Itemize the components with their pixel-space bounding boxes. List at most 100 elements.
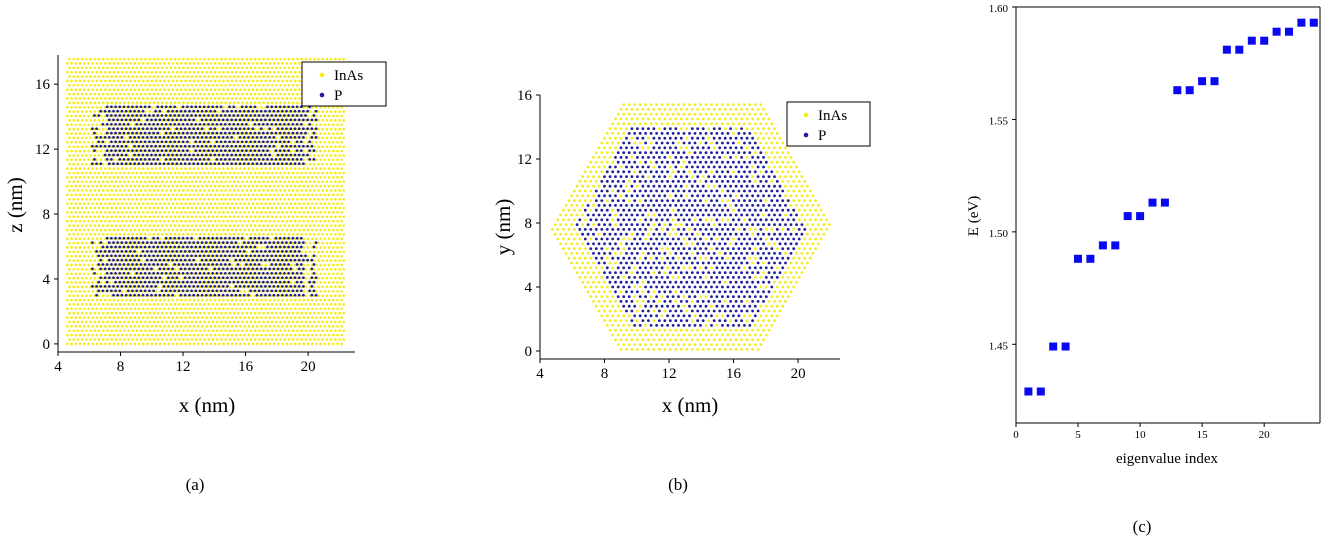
inas-atom (137, 176, 141, 179)
inas-atom (186, 215, 190, 219)
inas-atom (306, 132, 310, 135)
inas-atom (226, 167, 230, 170)
inas-atom (308, 338, 312, 341)
inas-atom (133, 307, 137, 311)
inas-atom (76, 83, 80, 87)
inas-atom (85, 110, 88, 113)
inas-atom (336, 263, 339, 267)
inas-atom (175, 70, 179, 74)
inas-atom (139, 311, 143, 315)
inas-atom (211, 189, 215, 192)
inas-atom (66, 97, 69, 100)
inas-atom (177, 311, 181, 315)
inas-atom (182, 232, 185, 236)
inas-atom (114, 232, 118, 236)
inas-atom (150, 88, 154, 92)
inas-atom (325, 136, 329, 140)
inas-atom (331, 211, 335, 214)
inas-atom (192, 237, 196, 241)
inas-atom (156, 180, 160, 184)
inas-atom (262, 215, 265, 219)
inas-atom (108, 307, 111, 311)
p-atom (240, 149, 244, 152)
inas-atom (123, 75, 126, 78)
p-atom (99, 109, 103, 113)
p-atom (148, 131, 151, 135)
inas-atom (247, 325, 251, 328)
inas-atom (317, 180, 320, 184)
inas-atom (135, 232, 139, 236)
inas-atom (70, 237, 73, 241)
inas-atom (173, 224, 177, 227)
inas-atom (255, 88, 259, 92)
inas-atom (114, 101, 118, 105)
inas-atom (188, 97, 192, 100)
inas-atom (135, 329, 139, 333)
inas-atom (224, 215, 227, 219)
inas-atom (82, 298, 86, 302)
inas-atom (296, 75, 299, 78)
inas-atom (329, 241, 333, 245)
p-atom (266, 140, 269, 144)
inas-atom (230, 79, 234, 83)
inas-atom (289, 167, 293, 170)
inas-atom (279, 57, 282, 61)
inas-atom (169, 329, 173, 333)
p-atom (105, 114, 109, 117)
inas-atom (76, 329, 80, 333)
inas-atom (68, 127, 71, 131)
inas-atom (205, 342, 209, 346)
p-atom (112, 118, 115, 122)
inas-atom (85, 294, 88, 298)
inas-atom (93, 268, 97, 271)
inas-atom (120, 298, 124, 302)
inas-atom (308, 311, 312, 315)
inas-atom (66, 123, 69, 127)
inas-atom (106, 311, 109, 315)
inas-atom (342, 320, 346, 324)
inas-atom (133, 193, 137, 197)
p-atom (266, 158, 269, 161)
inas-atom (319, 254, 322, 258)
inas-atom (148, 57, 152, 61)
inas-atom (190, 75, 194, 78)
inas-atom (163, 342, 166, 346)
inas-atom (146, 316, 149, 319)
inas-atom (99, 272, 103, 276)
inas-atom (139, 101, 143, 105)
inas-atom (211, 101, 215, 105)
inas-atom (175, 228, 179, 232)
p-atom (150, 127, 153, 131)
inas-atom (150, 342, 154, 346)
inas-atom (108, 193, 111, 197)
inas-atom (279, 206, 282, 210)
inas-atom (131, 189, 135, 192)
inas-atom (89, 119, 92, 122)
inas-atom (112, 298, 116, 302)
inas-atom (85, 232, 88, 236)
inas-atom (338, 162, 341, 166)
inas-atom (184, 211, 187, 214)
p-atom (116, 153, 120, 157)
inas-atom (306, 333, 310, 337)
inas-atom (304, 215, 308, 219)
p-atom (154, 118, 158, 122)
inas-atom (293, 307, 297, 311)
inas-atom (291, 180, 295, 184)
p-atom (145, 127, 149, 131)
inas-atom (101, 241, 105, 245)
inas-atom (137, 219, 141, 223)
inas-atom (146, 298, 149, 302)
inas-atom (340, 272, 344, 276)
inas-atom (317, 259, 320, 262)
inas-atom (66, 88, 69, 92)
inas-atom (144, 329, 147, 333)
inas-atom (188, 70, 192, 74)
inas-atom (93, 154, 97, 157)
inas-atom (293, 79, 297, 83)
inas-atom (139, 180, 143, 184)
inas-atom (241, 311, 244, 315)
inas-atom (203, 75, 206, 78)
inas-atom (89, 171, 92, 175)
inas-atom (331, 316, 335, 319)
